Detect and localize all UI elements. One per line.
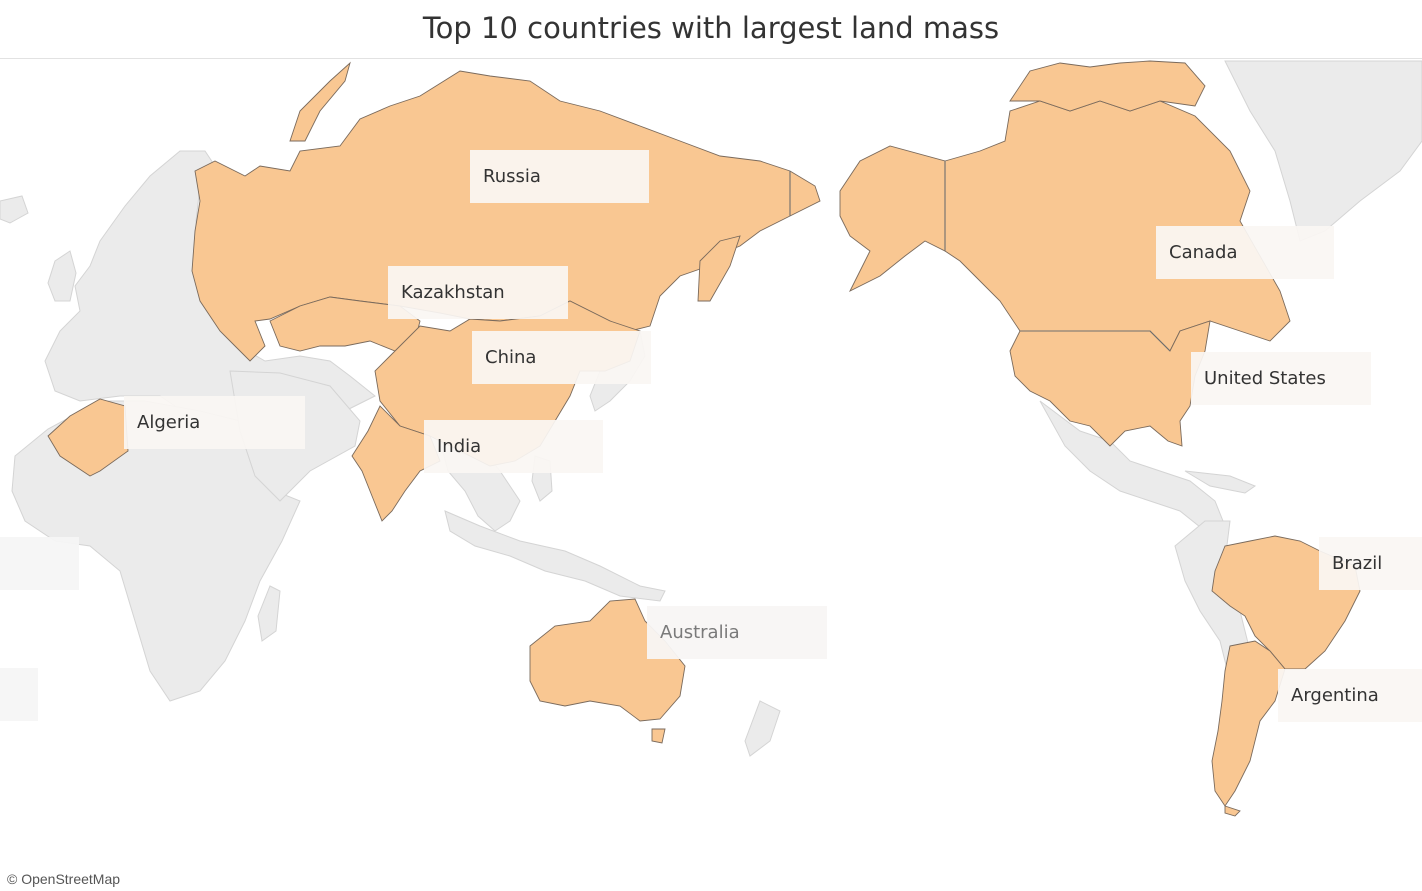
country-shape-australia[interactable] [529, 598, 686, 722]
kamchatka[interactable] [697, 235, 741, 302]
label-brazil[interactable]: Brazil [1319, 537, 1422, 590]
iceland-land [0, 195, 29, 224]
label-algeria[interactable]: Algeria [124, 396, 305, 449]
map-canvas[interactable]: Russia Kazakhstan China India Algeria Au… [0, 58, 1422, 891]
country-shape-argentina[interactable] [1211, 640, 1286, 807]
label-australia[interactable]: Australia [647, 606, 827, 659]
russia-arctic-island[interactable] [289, 61, 351, 142]
tierra-del-fuego[interactable] [1224, 805, 1241, 817]
label-kazakhstan[interactable]: Kazakhstan [388, 266, 568, 319]
indonesia-land [444, 510, 666, 602]
country-shape-alaska[interactable] [839, 145, 946, 293]
label-india[interactable]: India [424, 420, 603, 473]
label-united-states[interactable]: United States [1191, 352, 1371, 405]
country-shape-india[interactable] [351, 405, 441, 522]
country-borders [789, 161, 1171, 352]
highlighted-countries[interactable] [47, 60, 1361, 817]
britain-land [47, 250, 77, 302]
label-argentina[interactable]: Argentina [1278, 669, 1422, 722]
label-canada[interactable]: Canada [1156, 226, 1334, 279]
label-stub-left-1 [0, 537, 79, 590]
canada-arctic-islands[interactable] [1009, 60, 1206, 112]
label-stub-left-2 [0, 668, 38, 721]
label-russia[interactable]: Russia [470, 150, 649, 203]
label-china[interactable]: China [472, 331, 651, 384]
tasmania[interactable] [651, 728, 666, 744]
caribbean-land [1184, 470, 1257, 494]
country-shape-algeria[interactable] [47, 398, 129, 477]
madagascar-land [257, 585, 281, 642]
map-attribution[interactable]: © OpenStreetMap [7, 871, 121, 887]
greenland-land [1224, 60, 1422, 242]
new-zealand-land [744, 700, 781, 757]
map-title: Top 10 countries with largest land mass [422, 11, 1000, 45]
world-map[interactable] [0, 59, 1422, 891]
